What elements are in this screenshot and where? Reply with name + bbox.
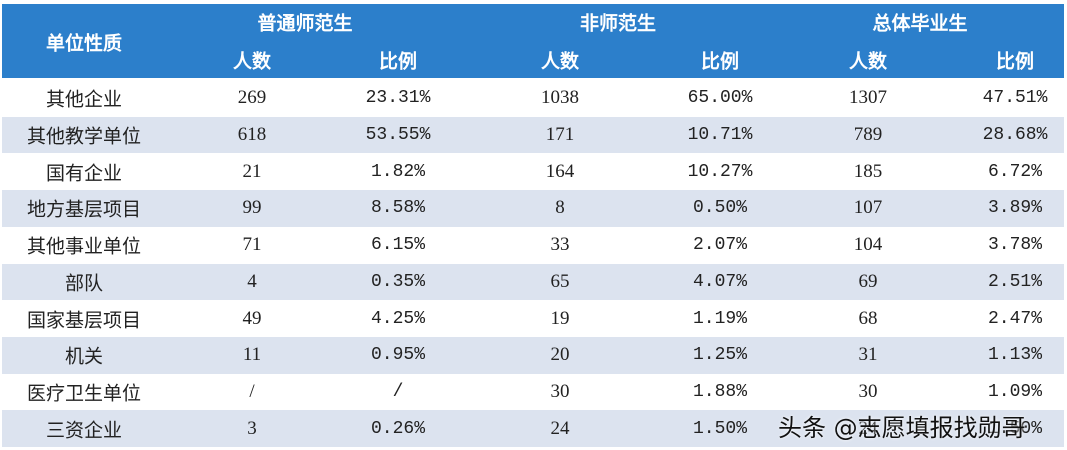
cell: 104 [853,234,883,256]
cell: 30 [858,380,878,402]
row-band [2,190,1064,227]
cell: 71 [242,234,262,256]
cell: 24 [858,417,878,439]
cell: 0.95% [370,345,426,366]
cell: 107 [853,197,883,219]
cell: 2.07% [692,235,748,256]
sub-header: 人数 [232,50,272,73]
cell: 1307 [849,87,887,109]
cell: 69 [858,270,878,292]
sub-header: 比例 [995,50,1035,73]
group-header: 普通师范生 [257,12,353,35]
cell: 618 [237,124,267,146]
cell: 20 [550,344,570,366]
row-label: 国有企业 [45,163,123,185]
row-band [2,410,1064,447]
cell: 1.09% [987,381,1043,402]
cell: / [249,380,255,402]
cell: 0.35% [370,271,426,292]
cell: 28.68% [982,125,1048,146]
cell: 24 [550,417,570,439]
cell: 10.71% [687,125,753,146]
cell: 1.82% [370,161,426,182]
group-header: 非师范生 [579,12,657,35]
cell: 2.47% [987,308,1043,329]
sub-header: 比例 [700,50,740,73]
cell: 21 [242,160,262,182]
cell: 0.50% [692,198,748,219]
cell: 4.07% [692,271,748,292]
cell: 47.51% [982,88,1048,109]
cell: 19 [550,307,570,329]
sub-header: 比例 [378,50,418,73]
cell: 8.58% [370,198,426,219]
cell: 99 [242,197,262,219]
cell: 1.13% [987,345,1043,366]
sub-header: 人数 [848,50,888,73]
cell: 1.88% [692,381,748,402]
cell: 65 [550,270,570,292]
group-header: 总体毕业生 [872,12,968,35]
cell: 4.25% [370,308,426,329]
row-label-header: 单位性质 [45,32,123,55]
cell: 1.50% [692,418,748,439]
row-label: 地方基层项目 [26,199,142,221]
cell: 789 [853,124,883,146]
cell: 3.89% [987,198,1043,219]
cell: 1038 [541,87,579,109]
cell: 164 [545,160,575,182]
row-label: 其他企业 [45,89,123,111]
cell: 23.31% [365,88,431,109]
cell: / [392,381,404,402]
cell: 6.72% [987,161,1043,182]
row-label: 医疗卫生单位 [26,383,142,405]
row-label: 其他事业单位 [26,236,142,258]
cell: 3.78% [987,235,1043,256]
row-label: 其他教学单位 [26,126,142,148]
cell: 0.26% [370,418,426,439]
row-band [2,263,1064,301]
cell: 1.50% [987,418,1043,439]
cell: 185 [853,160,883,182]
cell: 171 [545,124,575,146]
row-label: 部队 [64,273,104,295]
cell: 3 [247,417,257,439]
header-band [2,4,1064,78]
watermark: 头条 @志愿填报找勋哥 [778,414,1026,442]
cell: 4 [247,270,257,292]
cell: 49 [242,307,262,329]
sub-header: 人数 [540,50,580,73]
cell: 65.00% [687,88,753,109]
cell: 269 [237,87,267,109]
cell: 1.19% [692,308,748,329]
cell: 53.55% [365,125,431,146]
row-band [2,336,1064,374]
cell: 2.51% [987,271,1043,292]
row-band [2,116,1064,154]
cell: 31 [858,344,878,366]
cell: 11 [242,344,262,366]
row-label: 国家基层项目 [26,310,142,332]
cell: 8 [555,197,565,219]
row-label: 三资企业 [45,420,123,442]
cell: 1.25% [692,345,748,366]
cell: 6.15% [370,235,426,256]
cell: 33 [550,234,570,256]
cell: 68 [858,307,878,329]
cell: 10.27% [687,161,753,182]
row-label: 机关 [64,346,104,368]
cell: 30 [550,380,570,402]
